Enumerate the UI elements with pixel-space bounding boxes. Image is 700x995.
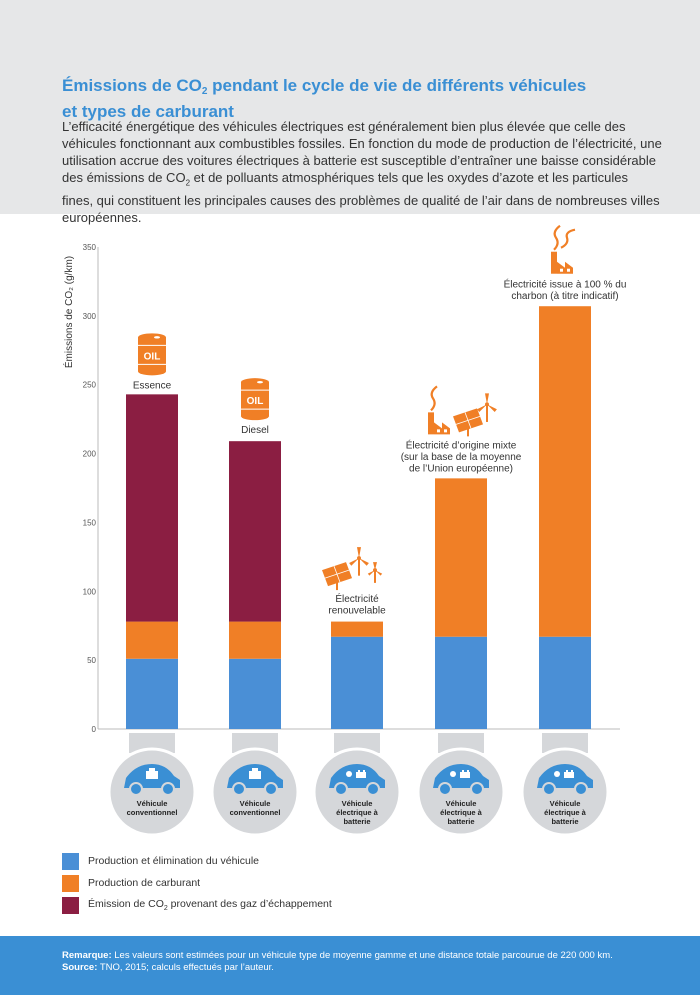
bar-label: Diesel	[241, 425, 269, 436]
connector	[232, 733, 278, 753]
legend-item-exhaust: Émission de CO2 provenant des gaz d’écha…	[62, 894, 662, 916]
vehicle-label: électrique à	[544, 808, 587, 817]
vehicle-label: conventionnel	[127, 808, 178, 817]
car-icon	[329, 764, 385, 796]
vehicle-label: Véhicule	[342, 799, 373, 808]
source-line: Source: TNO, 2015; calculs effectués par…	[62, 962, 274, 973]
bar-label: Électricité issue à 100 % du	[504, 278, 627, 291]
vehicle-label: batterie	[343, 817, 370, 826]
vehicle-label: batterie	[551, 817, 578, 826]
remark-line: Remarque: Les valeurs sont estimées pour…	[62, 950, 613, 961]
coal-factory-icon	[551, 224, 576, 274]
legend-label: Production de carburant	[88, 877, 201, 889]
oil-barrel-icon: OIL	[241, 378, 269, 421]
header-panel: Émissions de CO2 pendant le cycle de vie…	[0, 0, 700, 225]
y-tick-label: 300	[83, 312, 97, 321]
page-title: Émissions de CO2 pendant le cycle de vie…	[62, 76, 587, 121]
legend-label: Émission de CO2 provenant des gaz d’écha…	[88, 897, 332, 913]
bar-segment	[539, 636, 591, 729]
bar-segment	[331, 621, 383, 637]
renewable-energy-icon	[322, 547, 383, 591]
bar-segment	[331, 636, 383, 729]
bar-segment	[539, 306, 591, 637]
connector	[334, 733, 380, 753]
vehicle-label: conventionnel	[230, 808, 281, 817]
legend: Production et élimination du véhicule Pr…	[62, 850, 662, 916]
bar-segment	[126, 394, 178, 622]
y-tick-label: 150	[83, 518, 97, 527]
engine-icon	[249, 771, 261, 779]
vehicle-label: électrique à	[336, 808, 379, 817]
y-tick-label: 350	[83, 243, 97, 252]
y-tick-label: 50	[87, 656, 96, 665]
engine-icon	[146, 771, 158, 779]
legend-item-fuel-production: Production de carburant	[62, 872, 662, 894]
driver-icon	[346, 771, 352, 777]
driver-icon	[554, 771, 560, 777]
y-tick-label: 250	[83, 381, 97, 390]
vehicle-label: Véhicule	[550, 799, 581, 808]
bar-label: charbon (à titre indicatif)	[511, 291, 618, 302]
y-tick-label: 200	[83, 450, 97, 459]
bar-label: de l’Union européenne)	[409, 463, 513, 474]
energy-icons: OIL OIL	[138, 224, 576, 591]
connector	[542, 733, 588, 753]
vehicle-circles: VéhiculeconventionnelVéhiculeconventionn…	[107, 733, 610, 834]
driver-icon	[450, 771, 456, 777]
battery-icon	[564, 772, 574, 778]
bar-label: Électricité d’origine mixte	[406, 438, 517, 451]
oil-barrel-icon: OIL	[138, 333, 166, 376]
legend-swatch-blue	[62, 852, 79, 870]
car-icon	[227, 764, 283, 796]
bar-label: renouvelable	[328, 606, 386, 617]
bar-label: Électricité	[335, 592, 379, 605]
battery-icon	[356, 772, 366, 778]
vehicle-label: batterie	[447, 817, 474, 826]
legend-swatch-orange	[62, 874, 79, 892]
intro-text: L’efficacité énergétique des véhicules é…	[62, 119, 662, 225]
emissions-bar-chart: Émissions de CO₂ (g/km) 0 50 100 150 200 250 3…	[62, 224, 627, 834]
vehicle-label: Véhicule	[446, 799, 477, 808]
bar-segment	[126, 621, 178, 659]
car-icon	[433, 764, 489, 796]
oil-label: OIL	[144, 351, 161, 362]
y-tick-label: 100	[83, 587, 97, 596]
legend-item-vehicle-production: Production et élimination du véhicule	[62, 850, 662, 872]
vehicle-label: Véhicule	[137, 799, 168, 808]
vehicle-label: électrique à	[440, 808, 483, 817]
bar-label: (sur la base de la moyenne	[401, 452, 522, 463]
bar-segment	[435, 636, 487, 729]
battery-icon	[460, 772, 470, 778]
car-icon	[537, 764, 593, 796]
legend-label: Production et élimination du véhicule	[88, 855, 260, 867]
y-tick-label: 0	[92, 725, 97, 734]
connector	[438, 733, 484, 753]
connector	[129, 733, 175, 753]
bar-segment	[229, 658, 281, 729]
y-ticks: 0 50 100 150 200 250 300 350	[83, 243, 97, 734]
footer-band: Remarque: Les valeurs sont estimées pour…	[0, 936, 700, 995]
bar-segment	[126, 658, 178, 729]
bar-segment	[229, 441, 281, 622]
oil-label: OIL	[247, 396, 264, 407]
bar-label: Essence	[133, 380, 172, 391]
bar-segment	[435, 478, 487, 637]
car-icon	[124, 764, 180, 796]
y-axis-label: Émissions de CO₂ (g/km)	[62, 256, 75, 368]
bar-segment	[229, 621, 281, 659]
mixed-energy-icon	[428, 385, 497, 437]
legend-swatch-purple	[62, 896, 79, 914]
vehicle-label: Véhicule	[240, 799, 271, 808]
bars	[126, 306, 591, 729]
footnote: Remarque: Les valeurs sont estimées pour…	[62, 950, 682, 974]
